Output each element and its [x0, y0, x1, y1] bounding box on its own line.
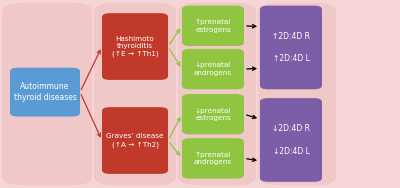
- FancyBboxPatch shape: [182, 94, 244, 134]
- FancyBboxPatch shape: [258, 3, 336, 185]
- Text: ↑2D:4D R

↑2D:4D L: ↑2D:4D R ↑2D:4D L: [272, 32, 310, 63]
- FancyBboxPatch shape: [260, 98, 322, 182]
- FancyBboxPatch shape: [182, 49, 244, 89]
- Text: Hashimoto
thyroiditis
(↑E → ↑Th1): Hashimoto thyroiditis (↑E → ↑Th1): [112, 36, 158, 57]
- Text: ↓prenatal
androgens: ↓prenatal androgens: [194, 62, 232, 76]
- FancyBboxPatch shape: [178, 3, 256, 185]
- FancyBboxPatch shape: [182, 6, 244, 46]
- Text: ↑prenatal
androgens: ↑prenatal androgens: [194, 152, 232, 165]
- FancyBboxPatch shape: [2, 3, 92, 185]
- Text: ↓prenatal
estrogens: ↓prenatal estrogens: [195, 107, 231, 121]
- FancyBboxPatch shape: [94, 3, 176, 185]
- FancyBboxPatch shape: [182, 138, 244, 179]
- Text: ↓2D:4D R

↓2D:4D L: ↓2D:4D R ↓2D:4D L: [272, 124, 310, 155]
- FancyBboxPatch shape: [10, 68, 80, 117]
- Text: Graves’ disease
(↑A → ↑Th2): Graves’ disease (↑A → ↑Th2): [106, 133, 164, 148]
- Text: ↑prenatal
estrogens: ↑prenatal estrogens: [195, 19, 231, 33]
- FancyBboxPatch shape: [260, 6, 322, 89]
- FancyBboxPatch shape: [102, 13, 168, 80]
- FancyBboxPatch shape: [102, 107, 168, 174]
- Text: Autoimmune
thyroid diseases: Autoimmune thyroid diseases: [14, 82, 76, 102]
